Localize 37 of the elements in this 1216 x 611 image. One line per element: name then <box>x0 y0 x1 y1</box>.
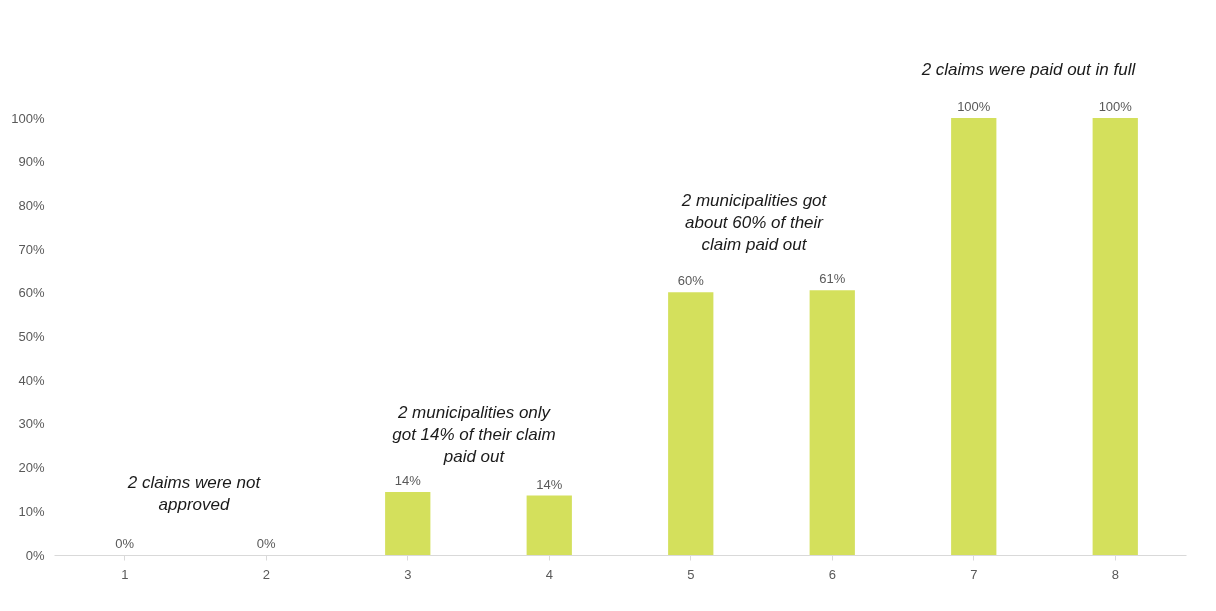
y-tick-label: 10% <box>18 503 45 519</box>
annotation: 2 municipalities got about 60% of their claim paid out <box>680 191 828 255</box>
annotation: 2 claims were not approved <box>126 473 262 515</box>
y-tick-label: 30% <box>18 416 45 432</box>
bar <box>526 495 572 555</box>
y-tick-label: 50% <box>18 329 45 344</box>
y-tick-label: 20% <box>18 460 45 476</box>
y-tick-label: 90% <box>18 154 45 170</box>
data-label: 100% <box>1098 99 1133 114</box>
text: 2 claims were paid out in full <box>920 59 1137 79</box>
bar <box>385 492 431 555</box>
x-tick-label: 3 <box>404 566 412 582</box>
data-label: 100% <box>957 99 991 114</box>
data-label: 14% <box>394 473 422 489</box>
y-tick-label: 40% <box>18 372 45 388</box>
y-tick-label: 60% <box>18 285 45 301</box>
x-tick-label: 2 <box>262 566 270 582</box>
x-tick-label: 5 <box>687 566 695 582</box>
data-label: 0% <box>256 536 277 551</box>
bar <box>809 290 855 555</box>
y-tick-label: 0% <box>25 547 45 563</box>
data-label: 60% <box>677 273 705 289</box>
bar <box>1092 118 1138 555</box>
data-label: 0% <box>115 536 135 551</box>
x-tick-label: 1 <box>121 566 129 582</box>
y-tick-label: 70% <box>18 241 45 257</box>
x-tick-label: 4 <box>545 566 553 582</box>
y-tick-label: 80% <box>18 197 45 213</box>
data-label: 14% <box>536 476 563 492</box>
x-tick-label: 6 <box>828 566 836 582</box>
bar <box>951 118 997 555</box>
y-tick-label: 100% <box>11 110 45 126</box>
bar <box>668 292 714 555</box>
x-tick-label: 7 <box>970 566 978 582</box>
data-label: 61% <box>819 271 846 287</box>
x-tick-label: 8 <box>1111 566 1119 582</box>
annotation: 2 municipalities only got 14% of their claim paid out <box>392 402 556 466</box>
